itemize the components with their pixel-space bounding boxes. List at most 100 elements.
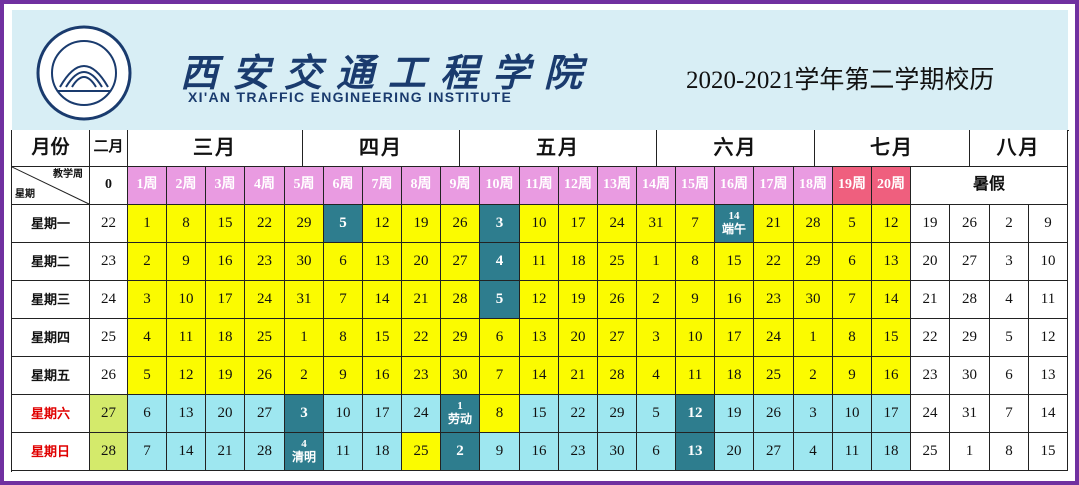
week-label: 11周 xyxy=(525,177,553,193)
date-cell: 24 xyxy=(402,395,441,433)
date-cell: 6 xyxy=(128,395,167,433)
date-cell: 26 xyxy=(754,395,794,433)
week-cell: 4周 xyxy=(245,167,285,205)
date-cell: 25 xyxy=(90,319,128,357)
date-day: 27 xyxy=(609,328,625,345)
date-cell: 14 端午 xyxy=(715,205,754,243)
date-day: 13 xyxy=(883,252,899,269)
date-day: 9 xyxy=(339,366,347,383)
date-day: 14 xyxy=(883,290,899,307)
date-day: 23 xyxy=(101,252,116,269)
date-cell: 13 xyxy=(1029,357,1068,395)
date-day: 3 xyxy=(1005,252,1013,269)
date-cell: 27 xyxy=(441,243,480,281)
date-cell: 20 xyxy=(206,395,245,433)
date-day: 16 xyxy=(883,366,899,383)
date-note: 清明 xyxy=(291,449,316,464)
date-cell: 4 xyxy=(637,357,676,395)
date-cell: 21 xyxy=(559,357,598,395)
date-cell: 8 xyxy=(480,395,520,433)
date-day: 3 xyxy=(652,328,660,345)
date-cell: 23 xyxy=(559,433,598,471)
date-day: 28 xyxy=(805,214,821,231)
date-day: 29 xyxy=(805,252,821,269)
date-cell: 26 xyxy=(950,205,990,243)
date-day: 30 xyxy=(805,290,821,307)
date-cell: 3 xyxy=(794,395,833,433)
date-day: 18 xyxy=(217,328,233,345)
date-day: 22 xyxy=(570,404,586,421)
month-cell: 二月 xyxy=(90,130,128,167)
date-cell: 4 xyxy=(480,243,520,281)
date-cell: 29 xyxy=(598,395,637,433)
date-day: 31 xyxy=(648,214,664,231)
date-day: 25 xyxy=(413,442,429,459)
date-day: 22 xyxy=(413,328,429,345)
weekday-cell: 星期六 xyxy=(12,395,90,433)
date-day: 17 xyxy=(570,214,586,231)
date-cell: 15 xyxy=(872,319,911,357)
date-day: 7 xyxy=(495,366,504,383)
date-day: 6 xyxy=(1005,366,1013,383)
date-cell: 5 xyxy=(833,205,872,243)
logo xyxy=(36,25,132,121)
date-day: 26 xyxy=(452,214,468,231)
weekday-label: 星期一 xyxy=(30,215,70,231)
date-day: 4 xyxy=(143,328,151,345)
date-day: 20 xyxy=(922,252,938,269)
date-day: 15 xyxy=(374,328,390,345)
date-day: 10 xyxy=(178,290,194,307)
date-cell: 28 xyxy=(441,281,480,319)
date-cell: 10 xyxy=(520,205,559,243)
date-cell: 1 xyxy=(285,319,324,357)
date-cell: 21 xyxy=(754,205,794,243)
date-day: 11 xyxy=(844,442,860,459)
date-cell: 9 xyxy=(324,357,363,395)
weekday-label: 星期日 xyxy=(30,443,70,459)
date-cell: 16 xyxy=(520,433,559,471)
week-label: 5周 xyxy=(293,177,315,193)
date-day: 11 xyxy=(178,328,194,345)
date-cell: 18 xyxy=(363,433,402,471)
date-cell: 29 xyxy=(950,319,990,357)
date-cell: 7 xyxy=(128,433,167,471)
week-label: 7周 xyxy=(371,177,393,193)
date-cell: 26 xyxy=(90,357,128,395)
date-day: 21 xyxy=(217,442,233,459)
date-day: 17 xyxy=(726,328,742,345)
date-cell: 21 xyxy=(911,281,950,319)
date-day: 7 xyxy=(339,290,347,307)
date-cell: 25 xyxy=(245,319,285,357)
date-day: 29 xyxy=(962,328,977,345)
summer-cell: 暑假 xyxy=(911,167,1068,205)
date-day: 12 xyxy=(687,404,703,421)
date-cell: 30 xyxy=(950,357,990,395)
corner-cell: 教学周 星期 xyxy=(12,167,90,205)
week-label: 19周 xyxy=(838,177,866,193)
date-cell: 24 xyxy=(245,281,285,319)
week-cell: 5周 xyxy=(285,167,324,205)
date-day: 12 xyxy=(178,366,194,383)
date-cell: 5 xyxy=(324,205,363,243)
date-cell: 16 xyxy=(715,281,754,319)
week-cell: 8周 xyxy=(402,167,441,205)
date-day: 14 xyxy=(374,290,390,307)
weekday-label: 星期四 xyxy=(30,329,70,345)
date-cell: 10 xyxy=(324,395,363,433)
date-day: 19 xyxy=(570,290,586,307)
date-day: 1 xyxy=(300,328,308,345)
week-cell: 16周 xyxy=(715,167,754,205)
date-day: 16 xyxy=(217,252,233,269)
date-cell: 2 xyxy=(794,357,833,395)
date-cell: 12 xyxy=(676,395,715,433)
date-day: 25 xyxy=(101,328,116,345)
diagonal xyxy=(12,167,90,205)
week-label: 14周 xyxy=(642,177,670,193)
date-cell: 3 xyxy=(285,395,324,433)
date-day: 9 xyxy=(495,442,504,459)
date-cell: 5 xyxy=(990,319,1029,357)
date-day: 4 xyxy=(301,438,307,451)
date-day: 10 xyxy=(335,404,351,421)
date-day: 29 xyxy=(609,404,625,421)
